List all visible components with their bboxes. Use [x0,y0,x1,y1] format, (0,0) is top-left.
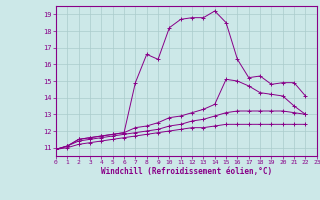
X-axis label: Windchill (Refroidissement éolien,°C): Windchill (Refroidissement éolien,°C) [101,167,272,176]
